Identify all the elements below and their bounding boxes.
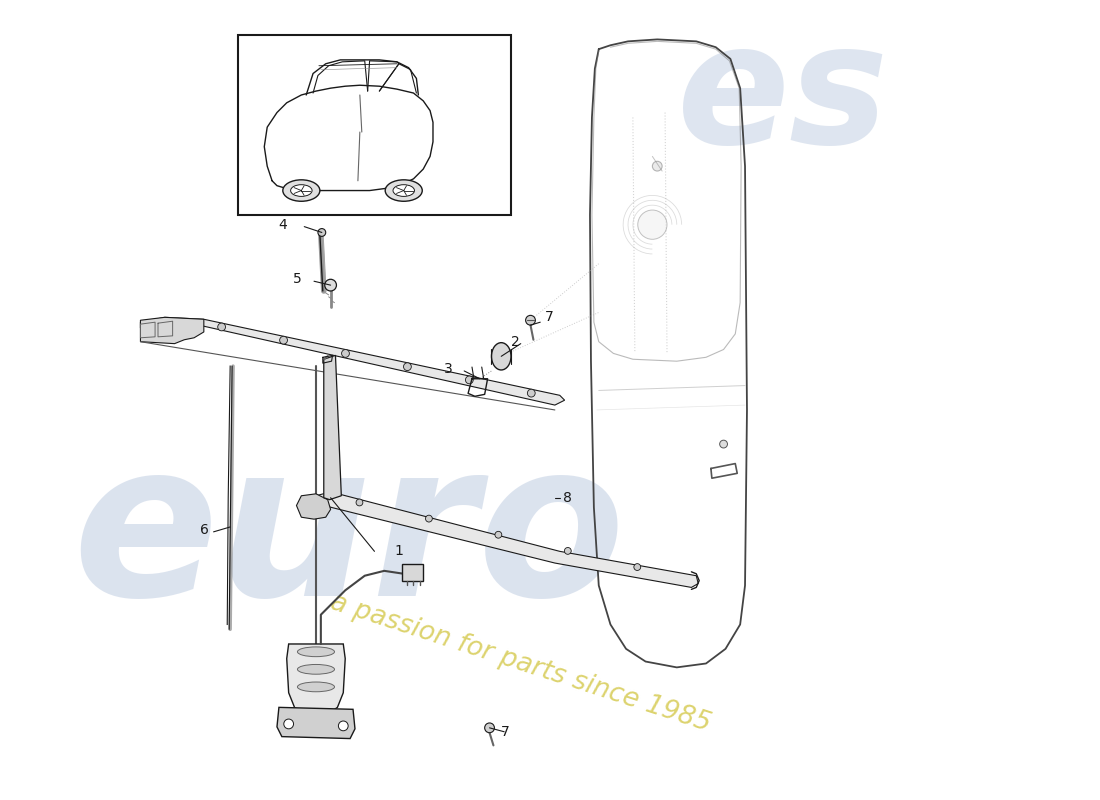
Circle shape: [324, 279, 337, 291]
Circle shape: [652, 162, 662, 171]
Polygon shape: [297, 494, 331, 519]
Text: 8: 8: [563, 490, 572, 505]
Circle shape: [495, 531, 502, 538]
Bar: [238, 34, 512, 215]
Circle shape: [465, 376, 473, 384]
Ellipse shape: [290, 185, 312, 196]
Circle shape: [218, 323, 226, 331]
Ellipse shape: [297, 682, 334, 692]
Ellipse shape: [297, 665, 334, 674]
Text: euro: euro: [73, 432, 626, 642]
Text: 1: 1: [394, 544, 403, 558]
Circle shape: [638, 210, 667, 239]
Polygon shape: [314, 492, 698, 587]
Circle shape: [485, 723, 494, 733]
Circle shape: [634, 564, 640, 570]
Polygon shape: [323, 355, 341, 500]
Polygon shape: [277, 707, 355, 738]
Polygon shape: [402, 564, 424, 581]
Circle shape: [719, 440, 727, 448]
Text: a passion for parts since 1985: a passion for parts since 1985: [328, 590, 714, 738]
Polygon shape: [141, 318, 204, 344]
Circle shape: [284, 719, 294, 729]
Circle shape: [318, 229, 326, 236]
Ellipse shape: [492, 342, 512, 370]
Polygon shape: [141, 318, 564, 405]
Ellipse shape: [385, 180, 422, 202]
Text: es: es: [676, 17, 889, 179]
Text: 7: 7: [502, 725, 510, 738]
Ellipse shape: [393, 185, 415, 196]
Text: 7: 7: [546, 310, 554, 324]
Circle shape: [342, 350, 350, 358]
Circle shape: [527, 390, 536, 397]
Text: 5: 5: [293, 272, 301, 286]
Circle shape: [339, 721, 348, 730]
Circle shape: [564, 547, 571, 554]
Ellipse shape: [297, 647, 334, 657]
Circle shape: [526, 315, 536, 325]
Text: 2: 2: [512, 334, 519, 349]
Text: 4: 4: [278, 218, 287, 232]
Text: 3: 3: [443, 362, 452, 376]
Circle shape: [279, 336, 287, 344]
Polygon shape: [287, 644, 345, 716]
Ellipse shape: [283, 180, 320, 202]
Circle shape: [404, 362, 411, 370]
Text: 6: 6: [200, 523, 209, 537]
Circle shape: [356, 499, 363, 506]
Circle shape: [426, 515, 432, 522]
